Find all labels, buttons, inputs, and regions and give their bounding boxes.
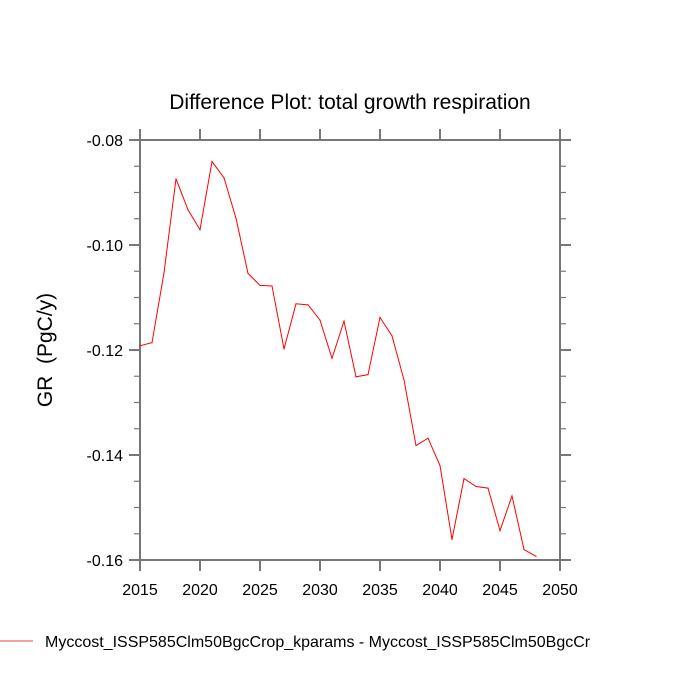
plot-frame [139,139,561,561]
y-tick-label: -0.14 [87,448,124,465]
data-point [235,217,237,219]
data-point [319,319,321,321]
data-point [523,548,525,551]
y-tick-labels: -0.08 -0.10 -0.12 -0.14 -0.16 [87,133,124,570]
data-point [367,374,369,376]
x-tick-label: 2035 [362,582,398,599]
data-point [403,379,405,381]
data-point [379,316,381,319]
series-group [139,160,537,557]
data-point [355,376,357,378]
data-point [475,485,477,488]
data-point [499,530,501,532]
data-point [343,320,345,322]
series-line [139,160,537,557]
data-point [427,437,429,439]
major-ticks [129,129,571,571]
y-tick-label: -0.08 [87,133,124,150]
x-tick-label: 2030 [302,582,338,599]
data-point [211,160,213,163]
data-point [199,229,201,231]
data-point [307,304,309,306]
x-tick-label: 2040 [422,582,458,599]
data-point [139,345,141,347]
data-point [451,538,453,541]
x-tick-label: 2015 [122,582,158,599]
data-point [295,303,297,305]
x-tick-label: 2050 [542,582,578,599]
x-tick-label: 2020 [182,582,218,599]
x-tick-labels: 2015 2020 2025 2030 2035 2040 2045 2050 [122,582,578,599]
data-point [415,444,417,447]
data-point [247,272,249,274]
data-point [151,342,153,344]
data-point [259,284,261,287]
y-tick-label: -0.12 [87,343,124,360]
y-axis-label: GR (PgC/y) [34,293,57,407]
x-tick-label: 2025 [242,582,278,599]
data-point [511,495,513,497]
data-point [391,335,393,337]
data-point [535,555,537,557]
data-point [487,487,489,489]
x-tick-label: 2045 [482,582,518,599]
data-point [163,272,165,274]
chart-title: Difference Plot: total growth respiratio… [169,91,530,114]
data-point [439,464,441,467]
legend-label: Myccost_ISSP585Clm50BgcCrop_kparams - My… [45,634,591,651]
y-tick-label: -0.16 [87,553,124,570]
data-point [187,209,189,211]
data-point [463,478,465,480]
data-point [175,178,177,180]
data-point [283,348,285,350]
y-tick-label: -0.10 [87,238,124,255]
data-point [271,285,273,287]
data-point [223,177,225,179]
data-point [331,357,333,359]
